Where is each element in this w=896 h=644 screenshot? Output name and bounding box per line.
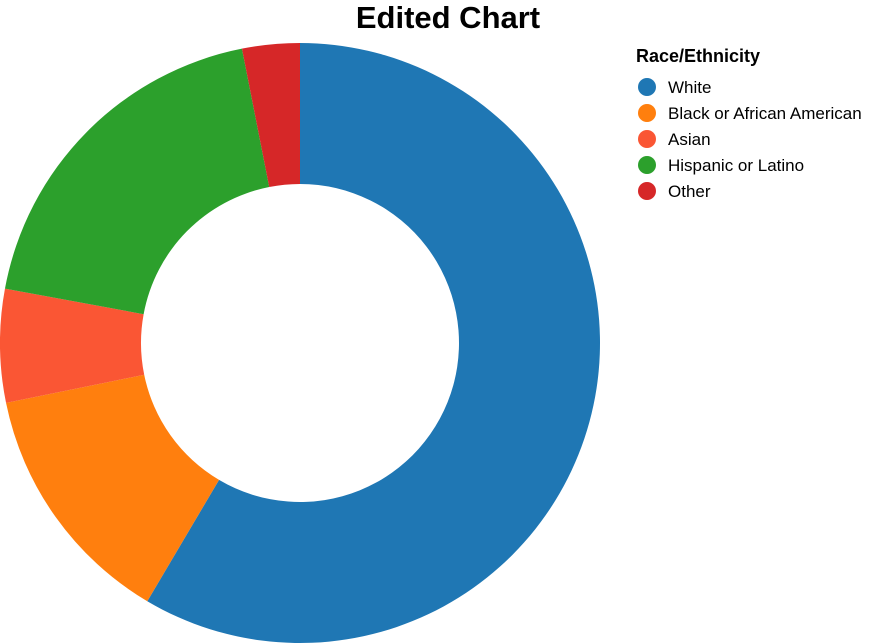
- legend-swatch: [638, 182, 656, 200]
- donut-slices: [0, 43, 600, 643]
- legend-label: Black or African American: [668, 104, 862, 123]
- slice-asian[interactable]: [0, 288, 145, 403]
- legend-label: White: [668, 78, 711, 97]
- chart-title: Edited Chart: [356, 0, 540, 35]
- slice-white[interactable]: [147, 43, 600, 643]
- legend-label: Other: [668, 182, 711, 201]
- legend-swatch: [638, 156, 656, 174]
- legend: Race/Ethnicity White Black or African Ame…: [636, 46, 862, 201]
- legend-label: Hispanic or Latino: [668, 156, 804, 175]
- legend-item-asian[interactable]: Asian: [638, 130, 711, 149]
- legend-swatch: [638, 104, 656, 122]
- legend-item-black-or-african-american[interactable]: Black or African American: [638, 104, 862, 123]
- legend-title: Race/Ethnicity: [636, 46, 760, 66]
- slice-hispanic-or-latino[interactable]: [4, 48, 270, 315]
- legend-item-hispanic-or-latino[interactable]: Hispanic or Latino: [638, 156, 804, 175]
- legend-item-other[interactable]: Other: [638, 182, 711, 201]
- legend-items: White Black or African American Asian Hispa…: [638, 78, 862, 201]
- slice-other[interactable]: [241, 43, 300, 188]
- slice-black-or-african-american[interactable]: [6, 374, 220, 602]
- legend-label: Asian: [668, 130, 711, 149]
- legend-swatch: [638, 130, 656, 148]
- legend-swatch: [638, 78, 656, 96]
- legend-item-white[interactable]: White: [638, 78, 711, 97]
